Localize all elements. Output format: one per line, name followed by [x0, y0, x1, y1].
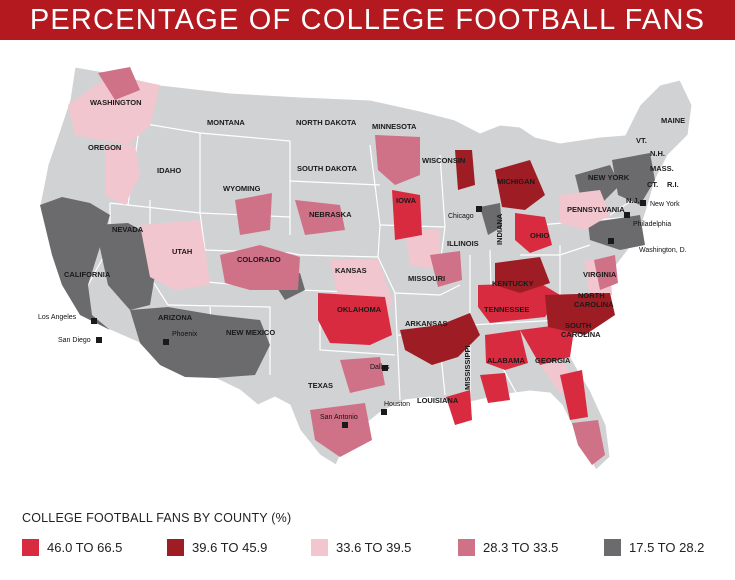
label-ri: R.I.: [667, 180, 679, 189]
label-pennsylvania: PENNSYLVANIA: [567, 205, 625, 214]
label-new-york: NEW YORK: [588, 173, 630, 182]
legend-label: 46.0 TO 66.5: [47, 539, 123, 555]
city-washington-dc: Washington, D.: [639, 247, 687, 254]
label-oregon: OREGON: [88, 143, 121, 152]
label-minnesota: MINNESOTA: [372, 122, 417, 131]
title-banner: PERCENTAGE OF COLLEGE FOOTBALL FANS: [0, 0, 735, 40]
city-los-angeles: Los Angeles: [38, 314, 77, 321]
label-utah: UTAH: [172, 247, 192, 256]
label-wyoming: WYOMING: [223, 184, 261, 193]
marker-san-antonio: [342, 422, 348, 428]
label-arizona: ARIZONA: [158, 313, 193, 322]
label-washington: WASHINGTON: [90, 98, 142, 107]
legend-item-46-66: 46.0 TO 66.5: [22, 537, 122, 557]
legend-swatch: [22, 538, 39, 556]
label-arkansas: ARKANSAS: [405, 319, 448, 328]
legend-swatch: [311, 538, 328, 556]
legend-label: 17.5 TO 28.2: [629, 539, 705, 555]
label-nevada: NEVADA: [112, 225, 144, 234]
label-missouri: MISSOURI: [408, 274, 445, 283]
legend-swatch: [167, 538, 184, 556]
city-phoenix: Phoenix: [172, 331, 198, 338]
range-39-45-regions: [400, 150, 615, 365]
label-kentucky: KENTUCKY: [492, 279, 534, 288]
range-46-66-regions: [318, 190, 588, 425]
city-dallas: Dallas: [370, 364, 390, 371]
marker-chicago: [476, 206, 482, 212]
label-kansas: KANSAS: [335, 266, 367, 275]
legend-label: 39.6 TO 45.9: [192, 539, 268, 555]
label-colorado: COLORADO: [237, 255, 281, 264]
label-alabama: ALABAMA: [487, 356, 525, 365]
city-markers: [91, 200, 646, 428]
label-north-carolina-line2: CAROLINA: [574, 300, 614, 309]
label-georgia: GEORGIA: [535, 356, 571, 365]
legend-swatch: [458, 538, 475, 556]
label-south-carolina-line2: CAROLINA: [561, 330, 601, 339]
label-virginia: VIRGINIA: [583, 270, 617, 279]
label-mass: MASS.: [650, 164, 674, 173]
marker-dallas: [382, 365, 388, 371]
label-mississippi: MISSISSIPPI: [463, 345, 472, 390]
label-nebraska: NEBRASKA: [309, 210, 352, 219]
label-nh: N.H.: [650, 149, 665, 158]
label-new-mexico: NEW MEXICO: [226, 328, 275, 337]
label-nj: N.J.: [626, 196, 640, 205]
label-maine: MAINE: [661, 116, 685, 125]
label-south-carolina-line1: SOUTH: [565, 321, 591, 330]
label-wisconsin: WISCONSIN: [422, 156, 465, 165]
marker-los-angeles: [91, 318, 97, 324]
label-california: CALIFORNIA: [64, 270, 111, 279]
marker-houston: [381, 409, 387, 415]
range-17-28-regions: [40, 153, 655, 378]
label-montana: MONTANA: [207, 118, 245, 127]
label-iowa: IOWA: [396, 196, 417, 205]
legend-item-17-28: 17.5 TO 28.2: [604, 537, 704, 557]
label-texas: TEXAS: [308, 381, 333, 390]
city-labels: Los Angeles San Diego Phoenix Dallas San…: [38, 201, 687, 421]
label-ohio: OHIO: [530, 231, 549, 240]
city-philadelphia: Philadelphia: [633, 221, 671, 228]
legend-title: COLLEGE FOOTBALL FANS BY COUNTY (%): [22, 511, 292, 525]
marker-new-york: [640, 200, 646, 206]
marker-phoenix: [163, 339, 169, 345]
label-ct: CT.: [647, 180, 658, 189]
label-tennessee: TENNESSEE: [484, 305, 529, 314]
city-houston: Houston: [384, 401, 410, 408]
legend-label: 33.6 TO 39.5: [336, 539, 412, 555]
label-vt: VT.: [636, 136, 647, 145]
city-san-antonio: San Antonio: [320, 414, 358, 421]
label-north-dakota: NORTH DAKOTA: [296, 118, 357, 127]
city-san-diego: San Diego: [58, 337, 91, 344]
city-new-york: New York: [650, 201, 680, 208]
label-oklahoma: OKLAHOMA: [337, 305, 382, 314]
range-28-33-regions: [98, 67, 618, 465]
label-illinois: ILLINOIS: [447, 239, 479, 248]
legend-label: 28.3 TO 33.5: [483, 539, 559, 555]
marker-philadelphia: [624, 212, 630, 218]
legend-item-28-33: 28.3 TO 33.5: [458, 537, 558, 557]
marker-san-diego: [96, 337, 102, 343]
marker-washington-dc: [608, 238, 614, 244]
label-idaho: IDAHO: [157, 166, 181, 175]
label-north-carolina-line1: NORTH: [578, 291, 605, 300]
label-south-dakota: SOUTH DAKOTA: [297, 164, 357, 173]
map-title: PERCENTAGE OF COLLEGE FOOTBALL FANS: [29, 3, 706, 36]
legend-item-33-39: 33.6 TO 39.5: [311, 537, 411, 557]
legend: 46.0 TO 66.5 39.6 TO 45.9 33.6 TO 39.5 2…: [22, 537, 722, 557]
legend-swatch: [604, 538, 621, 556]
label-indiana: INDIANA: [495, 213, 504, 245]
legend-item-39-45: 39.6 TO 45.9: [167, 537, 267, 557]
label-michigan: MICHIGAN: [497, 177, 535, 186]
us-county-map: WASHINGTON OREGON IDAHO MONTANA WYOMING …: [38, 66, 693, 471]
city-chicago: Chicago: [448, 213, 474, 220]
state-labels: WASHINGTON OREGON IDAHO MONTANA WYOMING …: [64, 98, 685, 405]
label-louisiana: LOUISIANA: [417, 396, 459, 405]
